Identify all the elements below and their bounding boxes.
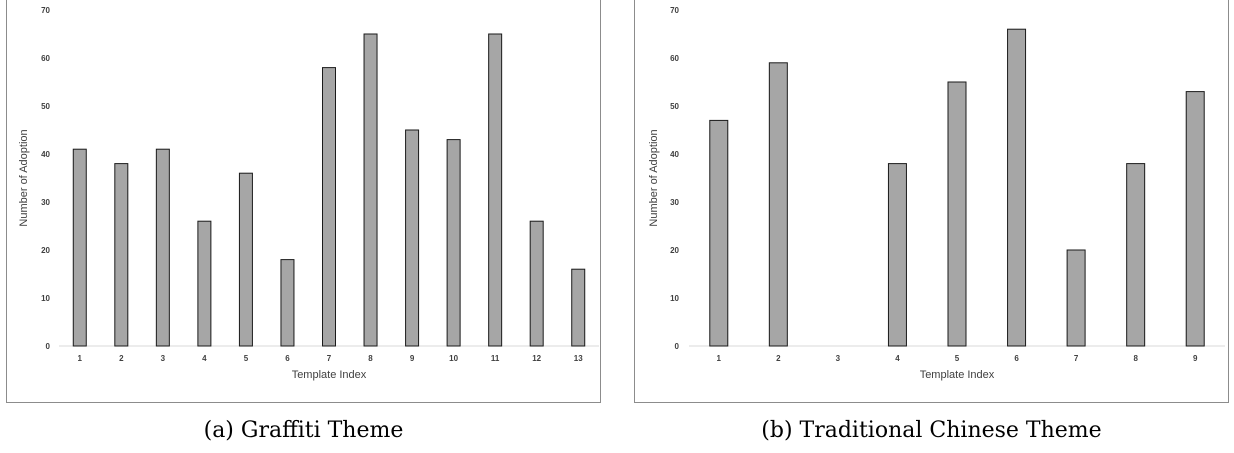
bar <box>1185 91 1205 347</box>
x-tick-label: 4 <box>202 354 207 363</box>
x-tick-label: 12 <box>532 354 541 363</box>
bar <box>446 139 461 347</box>
bar <box>947 81 967 347</box>
y-tick-label: 40 <box>670 150 679 159</box>
y-axis-title: Number of Adoption <box>18 129 30 226</box>
bar <box>363 33 378 347</box>
bar <box>709 119 729 347</box>
x-tick-label: 6 <box>285 354 290 363</box>
x-tick-label: 7 <box>327 354 332 363</box>
bar <box>887 163 907 347</box>
y-tick-label: 10 <box>670 294 679 303</box>
y-tick-label: 30 <box>41 198 50 207</box>
bar <box>488 33 503 347</box>
y-tick-label: 50 <box>41 102 50 111</box>
x-tick-label: 13 <box>574 354 583 363</box>
bar <box>322 67 336 347</box>
x-tick-label: 6 <box>1014 354 1019 363</box>
bar <box>1066 249 1086 347</box>
bar <box>1007 28 1027 347</box>
bar <box>571 268 586 347</box>
x-tick-label: 1 <box>78 354 83 363</box>
x-tick-label: 3 <box>161 354 166 363</box>
x-tick-label: 2 <box>119 354 124 363</box>
y-tick-label: 70 <box>670 6 679 15</box>
x-tick-label: 2 <box>776 354 781 363</box>
caption-graffiti: (a) Graffiti Theme <box>203 418 404 443</box>
x-tick-label: 8 <box>368 354 373 363</box>
caption-traditional-chinese: (b) Traditional Chinese Theme <box>761 418 1102 443</box>
bar <box>529 220 544 347</box>
x-tick-label: 1 <box>717 354 722 363</box>
bar <box>114 163 129 347</box>
bar <box>280 259 295 347</box>
bar <box>72 148 87 347</box>
bar <box>1126 163 1146 347</box>
chart-panel-graffiti: 0 10 20 30 40 50 60 70 1 2 3 4 5 6 7 8 9 10 11 12 13 Template… <box>6 0 601 403</box>
y-tick-label: 20 <box>41 246 50 255</box>
x-tick-label: 10 <box>449 354 458 363</box>
y-axis-title: Number of Adoption <box>648 129 660 226</box>
y-tick-label: 20 <box>670 246 679 255</box>
y-tick-label: 70 <box>41 6 50 15</box>
bar <box>155 148 170 347</box>
y-tick-label: 60 <box>670 54 679 63</box>
x-tick-label: 9 <box>1193 354 1198 363</box>
y-tick-label: 0 <box>675 342 680 351</box>
x-axis-title: Template Index <box>920 369 995 381</box>
bar <box>405 129 420 347</box>
chart-panel-traditional-chinese: 0 10 20 30 40 50 60 70 1 2 3 4 5 6 7 8 9 Template Index Nu… <box>634 0 1229 403</box>
x-tick-label: 4 <box>895 354 900 363</box>
y-tick-label: 0 <box>46 342 51 351</box>
x-tick-label: 11 <box>491 354 500 363</box>
y-tick-label: 50 <box>670 102 679 111</box>
bar <box>238 172 253 347</box>
y-tick-label: 40 <box>41 150 50 159</box>
x-tick-label: 3 <box>836 354 841 363</box>
x-tick-label: 5 <box>244 354 249 363</box>
bar <box>197 220 212 347</box>
y-tick-label: 60 <box>41 54 50 63</box>
chart-svg-traditional-chinese: 0 10 20 30 40 50 60 70 1 2 3 4 5 6 7 8 9 Template Index Nu… <box>648 6 1225 381</box>
x-tick-label: 9 <box>410 354 415 363</box>
x-axis-title: Template Index <box>292 369 367 381</box>
x-tick-label: 7 <box>1074 354 1079 363</box>
y-tick-label: 10 <box>41 294 50 303</box>
x-tick-label: 5 <box>955 354 960 363</box>
x-tick-label: 8 <box>1133 354 1138 363</box>
bar <box>768 62 788 347</box>
y-tick-label: 30 <box>670 198 679 207</box>
